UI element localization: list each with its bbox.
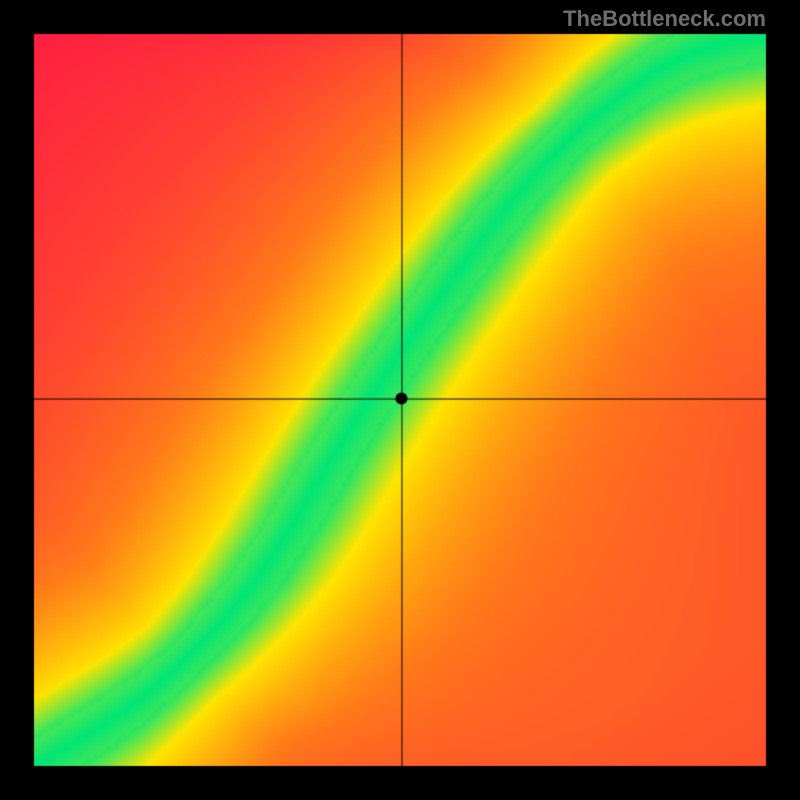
watermark-text: TheBottleneck.com (563, 6, 766, 32)
chart-container: TheBottleneck.com (0, 0, 800, 800)
bottleneck-heatmap (0, 0, 800, 800)
